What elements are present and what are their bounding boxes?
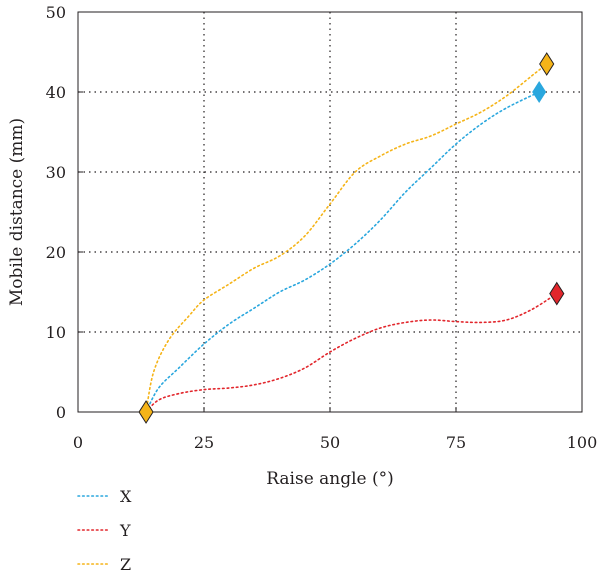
x-tick-label: 0 [73,433,83,452]
y-tick-label: 40 [46,83,66,102]
x-axis-title: Raise angle (°) [266,469,394,489]
legend: XYZ [77,487,132,574]
series-lines [145,63,558,413]
axis-ticks: 0 25 50 75 100 0 10 20 30 40 50 [46,3,598,452]
end-marker-z [539,52,555,76]
end-marker-x [532,81,547,103]
legend-label-z: Z [120,555,131,574]
y-tick-label: 20 [46,243,66,262]
x-tick-label: 50 [320,433,340,452]
x-tick-label: 25 [194,433,214,452]
y-axis-title: Mobile distance (mm) [7,118,27,306]
legend-label-y: Y [119,521,131,540]
grid [78,12,582,412]
x-tick-label: 75 [446,433,466,452]
y-tick-label: 10 [46,323,66,342]
y-tick-label: 30 [46,163,66,182]
series-line-x [145,91,540,413]
x-tick-label: 100 [567,433,598,452]
series-line-y [145,292,558,413]
markers [138,52,565,424]
series-line-z [145,63,548,413]
end-marker-y [549,281,565,306]
start-marker [138,400,154,424]
legend-label-x: X [120,487,132,506]
y-tick-label: 0 [56,403,66,422]
y-tick-label: 50 [46,3,66,22]
